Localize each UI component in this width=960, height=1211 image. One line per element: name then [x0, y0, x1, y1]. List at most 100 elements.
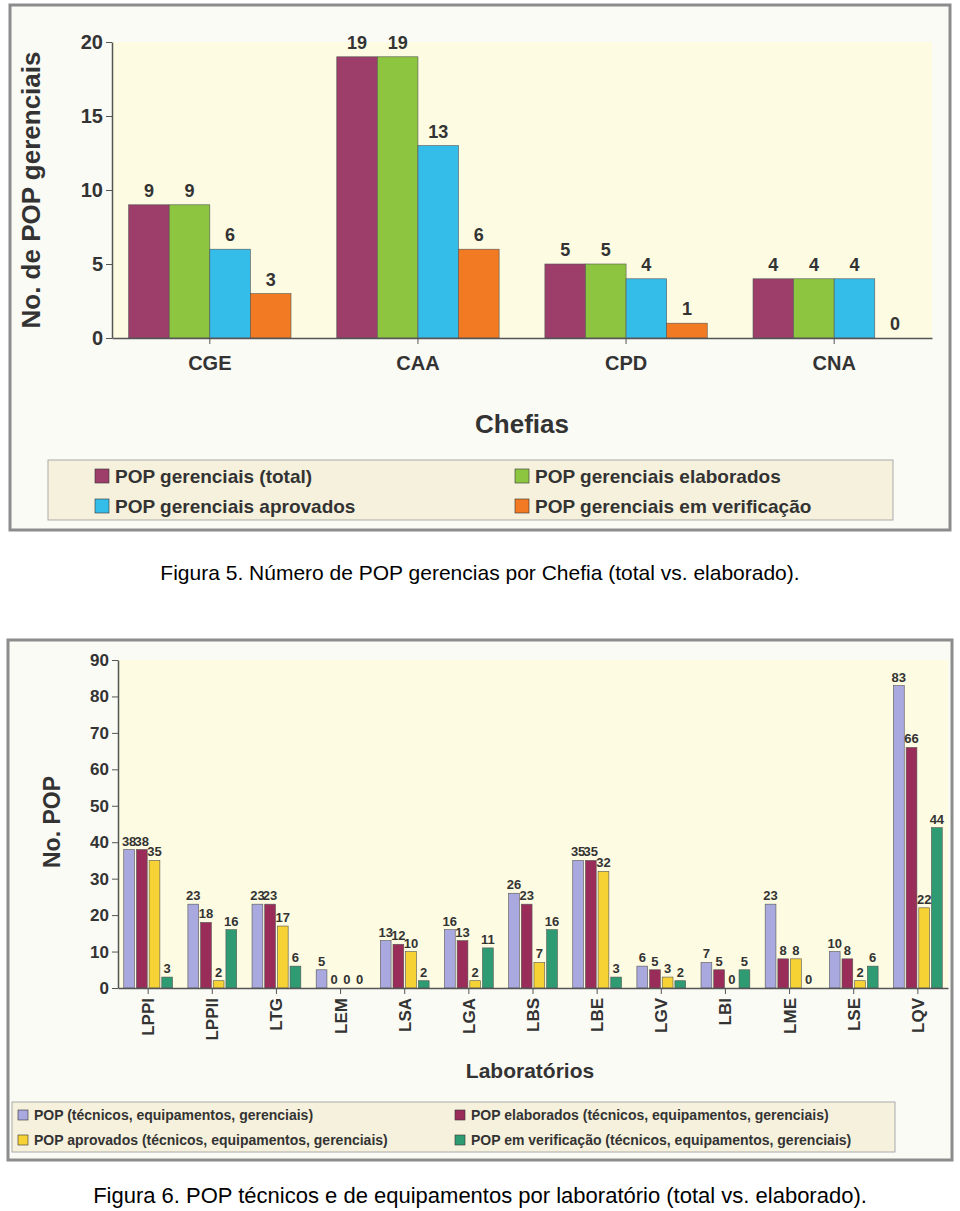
- y-tick-label: 90: [90, 651, 109, 670]
- data-label: 5: [715, 954, 722, 969]
- data-label: 2: [420, 965, 427, 980]
- chart: 3823235131626356723108338182301213233555…: [8, 640, 952, 1160]
- y-axis: 0102030405060708090: [90, 651, 118, 998]
- x-tick-mark: [209, 338, 210, 344]
- y-tick: 70: [90, 724, 118, 743]
- bar: [406, 952, 417, 988]
- data-label: 9: [144, 181, 154, 201]
- data-label: 23: [263, 888, 277, 903]
- x-axis-line: [113, 338, 933, 340]
- legend-label: POP em verificação (técnicos, equipament…: [471, 1132, 851, 1148]
- bar: [598, 871, 609, 988]
- data-label: 3: [664, 961, 671, 976]
- data-label: 8: [780, 943, 787, 958]
- bar: [482, 948, 493, 988]
- data-label: 3: [266, 270, 276, 290]
- data-label: 10: [404, 936, 418, 951]
- bar: [418, 146, 459, 338]
- y-tick: 30: [90, 870, 118, 889]
- x-tick-label: LSA: [396, 998, 415, 1032]
- y-tick-mark: [112, 842, 118, 843]
- data-label: 2: [677, 965, 684, 980]
- x-tick-mark: [148, 988, 149, 994]
- bar: [637, 966, 648, 988]
- bar: [265, 904, 276, 988]
- x-tick: LGA: [460, 988, 479, 1034]
- x-tick-mark: [853, 988, 854, 994]
- bar: [124, 850, 135, 988]
- y-tick: 20: [90, 906, 118, 925]
- bar: [210, 249, 251, 338]
- data-label: 17: [276, 910, 290, 925]
- y-tick-mark: [112, 696, 118, 697]
- x-tick-mark: [417, 338, 418, 344]
- y-tick-mark: [106, 116, 112, 117]
- y-tick-label: 50: [90, 797, 109, 816]
- x-tick: LEM: [332, 988, 351, 1034]
- y-tick: 80: [90, 687, 118, 706]
- bar: [149, 860, 160, 988]
- panel: [8, 640, 952, 1160]
- x-tick-label: CGE: [188, 352, 231, 374]
- x-tick-mark: [917, 988, 918, 994]
- data-label: 16: [224, 914, 238, 929]
- x-tick-label: LBI: [716, 998, 735, 1025]
- x-tick-label: LGA: [460, 998, 479, 1034]
- x-tick-label: LBS: [524, 998, 543, 1032]
- bar: [290, 966, 301, 988]
- data-label: 8: [844, 943, 851, 958]
- data-label: 2: [472, 965, 479, 980]
- bar: [829, 952, 840, 988]
- y-tick-label: 30: [90, 870, 109, 889]
- legend-label: POP gerenciais elaborados: [535, 466, 781, 487]
- x-tick-label: LBE: [588, 998, 607, 1032]
- data-label: 22: [917, 892, 931, 907]
- bar: [337, 57, 378, 338]
- bar: [459, 249, 500, 338]
- data-label: 6: [292, 950, 299, 965]
- data-label: 0: [890, 314, 900, 334]
- bar: [662, 977, 673, 988]
- y-tick-label: 0: [92, 327, 103, 349]
- data-label: 5: [651, 954, 658, 969]
- x-tick-mark: [626, 338, 627, 344]
- bar: [521, 904, 532, 988]
- y-tick-mark: [112, 879, 118, 880]
- x-tick: CNA: [813, 338, 856, 374]
- bar: [418, 981, 429, 988]
- legend-label: POP gerenciais aprovados: [115, 496, 355, 517]
- figure: 919549195461344361005101520CGECAACPDCNAN…: [0, 0, 960, 1211]
- data-label: 10: [827, 936, 841, 951]
- plot-background: [118, 660, 948, 988]
- bar: [129, 205, 170, 338]
- x-tick-label: LGV: [652, 997, 671, 1033]
- legend: POP (técnicos, equipamentos, gerenciais)…: [12, 1102, 895, 1152]
- y-tick: 0: [92, 327, 112, 349]
- chart: 919549195461344361005101520CGECAACPDCNAN…: [10, 5, 950, 530]
- y-tick-mark: [112, 660, 118, 661]
- x-tick-label: CNA: [813, 352, 856, 374]
- data-label: 7: [703, 946, 710, 961]
- data-label: 23: [186, 888, 200, 903]
- x-tick: LBE: [588, 988, 607, 1032]
- y-tick-label: 10: [90, 942, 109, 961]
- x-tick-mark: [725, 988, 726, 994]
- data-label: 9: [185, 181, 195, 201]
- bar: [626, 279, 667, 338]
- data-labels: 3823235131626356723108338182301213233555…: [122, 670, 945, 987]
- bars: [129, 57, 875, 338]
- x-tick-label: LME: [781, 998, 800, 1034]
- legend-swatch: [95, 469, 109, 483]
- x-tick-mark: [212, 988, 213, 994]
- bar: [842, 959, 853, 988]
- y-tick-mark: [106, 264, 112, 265]
- bar: [906, 747, 917, 988]
- bar: [931, 828, 942, 988]
- bar: [545, 264, 586, 338]
- data-label: 13: [455, 925, 469, 940]
- data-label: 44: [930, 812, 945, 827]
- x-tick: LME: [781, 988, 800, 1034]
- data-label: 6: [639, 950, 646, 965]
- legend-swatch: [515, 469, 529, 483]
- data-label: 18: [199, 906, 213, 921]
